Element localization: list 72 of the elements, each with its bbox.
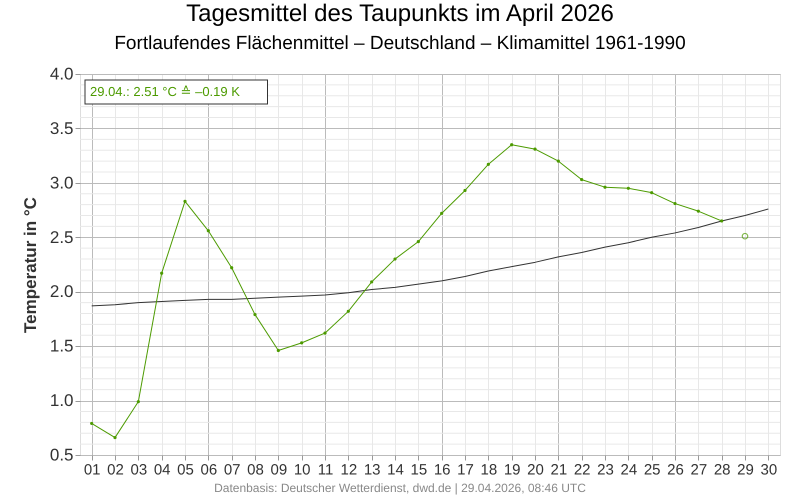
point	[370, 280, 374, 284]
x-tick-label: 05	[177, 462, 194, 478]
y-tick-label: 0.5	[50, 446, 74, 464]
x-tick-label: 19	[504, 462, 521, 478]
text: Datenbasis: Deutscher Wetterdienst, dwd.de | 29.04.2026, 08:46 UTC	[214, 481, 586, 495]
x-tick-label: 30	[760, 462, 778, 478]
point	[230, 266, 234, 270]
y-tick-label: 4.0	[50, 64, 74, 84]
point	[556, 160, 560, 163]
point	[440, 212, 444, 215]
x-tick-label: 21	[550, 462, 568, 478]
x-tick-label: 11	[318, 462, 334, 478]
y-tick-label: 2.0	[50, 282, 74, 302]
point	[533, 148, 537, 151]
point	[323, 332, 327, 335]
x-tick-label: 06	[200, 462, 218, 478]
x-tick-label: 04	[154, 462, 171, 478]
point	[136, 400, 140, 404]
point	[673, 202, 677, 206]
point	[720, 219, 724, 223]
y-axis-title: Temperatur in °C	[20, 197, 40, 333]
point	[463, 188, 467, 192]
x-tick-label: 12	[340, 462, 358, 478]
x-tick-label: 15	[410, 462, 428, 478]
x-tick-label: 02	[107, 462, 124, 478]
point	[626, 186, 630, 190]
y-tick-label: 3.5	[50, 118, 74, 138]
x-tick-label: 26	[667, 462, 684, 478]
x-tick-label: 17	[457, 462, 474, 478]
x-tick-label: 03	[130, 462, 148, 478]
point	[206, 229, 210, 232]
x-tick-label: 07	[224, 462, 241, 478]
point	[603, 186, 607, 189]
point	[393, 257, 397, 261]
chart-subtitle: Fortlaufendes Flächenmittel – Deutschland – Klimamittel 1961-1990	[114, 33, 686, 54]
x-tick-label: 13	[364, 462, 381, 478]
annotation: 29.04.: 2.51 °C ≙ –0.19 K	[90, 84, 240, 99]
point	[510, 143, 514, 146]
y-tick-label: 2.5	[50, 228, 74, 247]
x-tick-label: 24	[620, 462, 638, 478]
point	[650, 191, 654, 194]
point	[113, 436, 117, 440]
x-tick-label: 08	[247, 462, 264, 478]
x-tick-label: 01	[84, 462, 101, 478]
x-tick-label: 14	[387, 462, 404, 478]
x-tick-label: 10	[294, 462, 311, 478]
point	[486, 162, 490, 166]
point	[696, 210, 700, 213]
x-tick-label: 22	[574, 462, 591, 478]
point	[300, 341, 304, 344]
x-tick-label: 18	[480, 462, 498, 478]
y-tick-label: 3.0	[50, 173, 74, 192]
point	[90, 422, 94, 426]
y-tick-label: 1.5	[50, 336, 74, 356]
point	[183, 200, 187, 203]
y-tick-label: 1.0	[50, 391, 74, 410]
x-tick-label: 29	[737, 462, 754, 478]
point	[346, 310, 350, 313]
point	[253, 312, 257, 316]
point	[416, 240, 420, 244]
x-tick-label: 16	[434, 462, 451, 478]
x-tick-label: 20	[527, 462, 544, 478]
x-tick-label: 09	[270, 462, 288, 478]
line-series	[91, 208, 769, 306]
x-tick-label: 23	[597, 462, 614, 478]
x-tick-label: 27	[690, 462, 708, 478]
x-tick-label: 28	[714, 462, 731, 478]
point	[276, 348, 280, 352]
chart-title: Tagesmittel des Taupunkts im April 2026	[186, 0, 614, 27]
x-tick-label: 25	[644, 462, 661, 478]
point	[580, 178, 584, 182]
point	[160, 272, 164, 275]
